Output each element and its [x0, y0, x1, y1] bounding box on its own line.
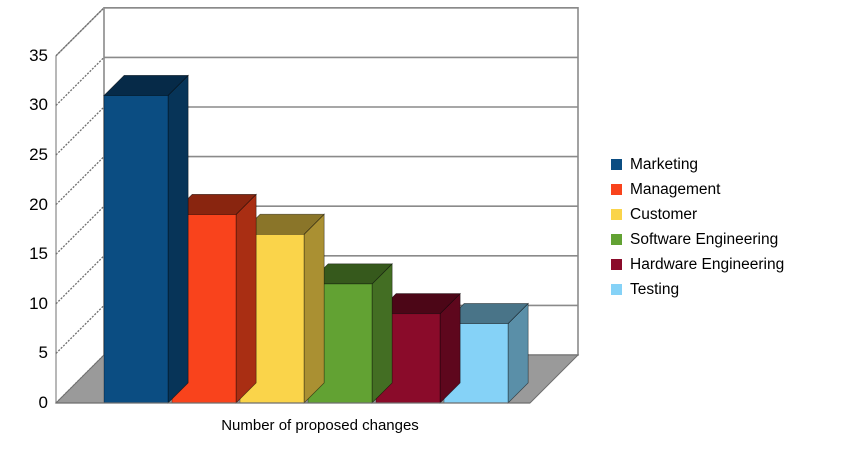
legend-swatch-icon [611, 184, 622, 195]
legend-item-management[interactable]: Management [611, 177, 861, 202]
legend-item-customer[interactable]: Customer [611, 202, 861, 227]
chart-bars-layer [103, 74, 530, 404]
legend-swatch-icon [611, 284, 622, 295]
bar-software-engineering[interactable] [307, 262, 394, 404]
legend-swatch-icon [611, 209, 622, 220]
legend-item-hardware-engineering[interactable]: Hardware Engineering [611, 252, 861, 277]
y-axis-tick-10: 10 [29, 293, 48, 313]
y-axis-tick-30: 30 [29, 95, 48, 115]
legend-item-label: Marketing [630, 155, 699, 173]
y-axis-tick-0: 0 [38, 393, 48, 412]
x-axis-title: Number of proposed changes [221, 417, 419, 434]
y-axis-tick-5: 5 [38, 343, 48, 363]
legend-swatch-icon [611, 234, 622, 245]
legend-swatch-icon [611, 159, 622, 170]
y-axis-tick-25: 25 [29, 145, 48, 164]
legend-item-testing[interactable]: Testing [611, 277, 861, 302]
legend-item-label: Testing [630, 280, 680, 298]
legend-item-label: Hardware Engineering [630, 255, 785, 273]
y-axis-tick-35: 35 [29, 45, 48, 65]
legend-swatch-icon [611, 259, 622, 270]
y-axis-tick-15: 15 [29, 244, 48, 264]
bar-marketing[interactable] [103, 74, 190, 404]
legend-item-label: Management [630, 180, 721, 198]
legend-item-label: Software Engineering [630, 230, 779, 248]
legend-item-label: Customer [630, 205, 698, 223]
legend-item-marketing[interactable]: Marketing [611, 152, 861, 177]
chart-legend: Marketing Management Customer Software Engi… [611, 152, 861, 302]
y-axis-tick-20: 20 [29, 194, 48, 214]
legend-item-software-engineering[interactable]: Software Engineering [611, 227, 861, 252]
